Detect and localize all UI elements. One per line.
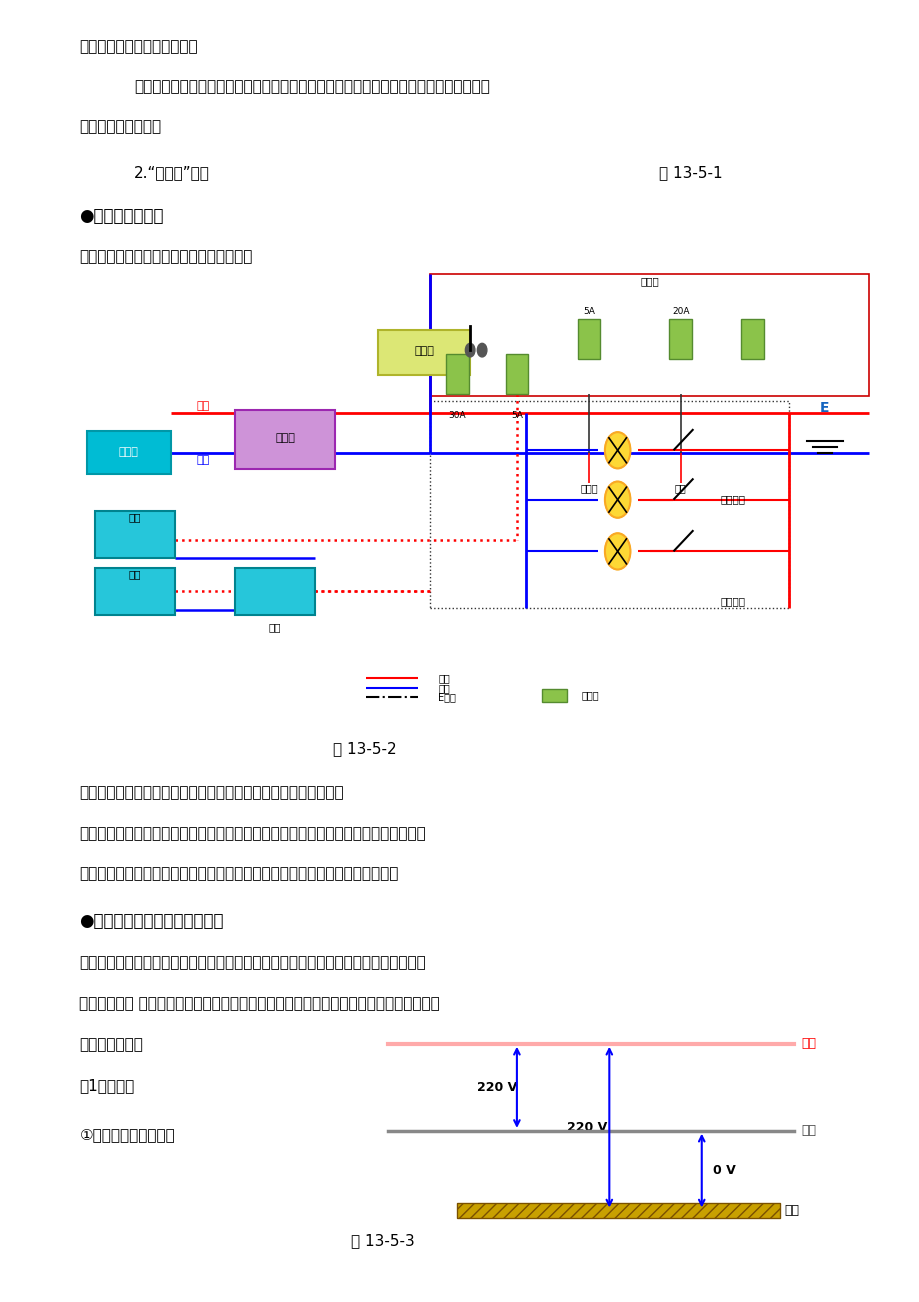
Text: 照明线路: 照明线路 [720, 495, 745, 505]
Text: 进户线: 进户线 [119, 447, 139, 457]
Bar [96, 568, 175, 615]
Circle shape [605, 482, 630, 518]
Text: 用示教板展示家庭电路的整体结构和分布：: 用示教板展示家庭电路的整体结构和分布： [79, 249, 253, 264]
Text: ●家庭电路的组成: ●家庭电路的组成 [79, 207, 164, 225]
Bar [457, 1203, 779, 1217]
Text: 火线: 火线 [437, 673, 449, 684]
Bar [430, 273, 868, 396]
Bar [577, 319, 599, 358]
Text: 插座: 插座 [268, 622, 280, 633]
Text: 供电箱: 供电箱 [640, 276, 658, 286]
Text: 图 13-5-3: 图 13-5-3 [351, 1233, 414, 1249]
Text: 大地: 大地 [784, 1204, 799, 1217]
Text: 保险盒: 保险盒 [581, 690, 599, 700]
Bar [669, 319, 691, 358]
Text: 30A: 30A [448, 410, 466, 419]
Bar [541, 689, 567, 702]
Text: 才能保证用电安全。: 才能保证用电安全。 [79, 118, 162, 134]
Text: 220 V: 220 V [476, 1081, 516, 1094]
Text: 2.“知识点”教学: 2.“知识点”教学 [133, 165, 210, 181]
Text: 5A: 5A [583, 307, 595, 316]
Text: 热水器: 热水器 [580, 483, 597, 493]
Circle shape [477, 344, 486, 357]
Text: 零线: 零线 [196, 454, 210, 465]
Bar [505, 354, 528, 395]
Text: 以下教学过程主要是展示实物并演示，让学生以亲身体验，置身于环境中去，进一步使: 以下教学过程主要是展示实物并演示，让学生以亲身体验，置身于环境中去，进一步使 [79, 954, 425, 970]
Text: 图 13-5-2: 图 13-5-2 [333, 741, 396, 756]
Text: 零线: 零线 [800, 1125, 815, 1138]
Bar [430, 401, 789, 608]
Text: 说明家庭电路必须按照一定的规范、一定的顺序、一定的方式连接，才能实现各种功能，: 说明家庭电路必须按照一定的规范、一定的顺序、一定的方式连接，才能实现各种功能， [133, 79, 489, 94]
Text: 220 V: 220 V [566, 1121, 607, 1134]
Text: E: E [820, 401, 829, 415]
Circle shape [605, 534, 630, 569]
Text: E地线: E地线 [437, 693, 456, 702]
Bar [446, 354, 468, 395]
Text: 火线: 火线 [196, 401, 210, 410]
Text: 学生产生兴趣 再采用问答的方式，讲解各部分的功能作用。如果学生有疑问，则通过演示: 学生产生兴趣 再采用问答的方式，讲解各部分的功能作用。如果学生有疑问，则通过演示 [79, 996, 439, 1012]
Text: 实验加以说明。: 实验加以说明。 [79, 1038, 143, 1052]
Bar [87, 431, 171, 474]
Bar [457, 1203, 779, 1217]
Text: 20A: 20A [671, 307, 688, 316]
Text: 插座: 插座 [129, 569, 142, 579]
Text: 零线: 零线 [437, 682, 449, 693]
Text: 电能、控制整个电路的接通和切断、保险的作用、照明等、给移动用电器供电）: 电能、控制整个电路的接通和切断、保险的作用、照明等、给移动用电器供电） [79, 866, 398, 881]
Text: 学生思考：为什么它们要按这个顺序安装？它们各自的功能是什么？（测量家庭消耗的: 学生思考：为什么它们要按这个顺序安装？它们各自的功能是什么？（测量家庭消耗的 [79, 827, 425, 841]
Text: 图 13-5-1: 图 13-5-1 [659, 165, 722, 181]
Bar [378, 331, 470, 375]
Text: 5A: 5A [511, 410, 523, 419]
Bar [96, 512, 175, 559]
Text: （1）进户线: （1）进户线 [79, 1078, 134, 1094]
Text: ●家庭电路中各部的功能和作用: ●家庭电路中各部的功能和作用 [79, 913, 223, 931]
Text: 空调: 空调 [674, 483, 686, 493]
Text: 火线: 火线 [800, 1038, 815, 1051]
Circle shape [605, 432, 630, 469]
Text: 插座: 插座 [129, 513, 142, 522]
Bar [741, 319, 763, 358]
Text: 学生观察电能表、总开关、用户保险、用电器和插座的先后次序。: 学生观察电能表、总开关、用户保险、用电器和插座的先后次序。 [79, 785, 344, 799]
Bar [234, 568, 314, 615]
Text: 连接行吗？会出现什么问题？: 连接行吗？会出现什么问题？ [79, 39, 198, 55]
Circle shape [465, 344, 474, 357]
Text: ①我国家庭电路的电压: ①我国家庭电路的电压 [79, 1128, 175, 1143]
Text: 总开关: 总开关 [414, 345, 434, 355]
Text: 0 V: 0 V [712, 1164, 734, 1177]
Text: 双向开关: 双向开关 [720, 596, 745, 605]
Bar [234, 410, 335, 469]
Text: 电能表: 电能表 [275, 432, 295, 443]
